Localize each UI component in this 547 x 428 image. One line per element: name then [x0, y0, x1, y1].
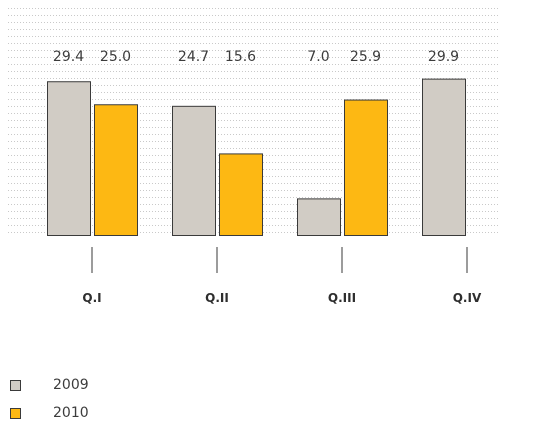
bar-2010-qii: [219, 153, 263, 236]
legend-swatch-2009: [10, 379, 21, 391]
legend: 2009 2010: [10, 372, 89, 428]
category-label-qi: Q.I: [82, 291, 101, 305]
legend-item-2009: 2009: [10, 372, 89, 398]
category-ticks: [91, 247, 468, 273]
value-labels: 29.4 25.0 24.7 15.6 7.0 25.9 29.9: [53, 49, 459, 65]
bar-2010-qi: [94, 104, 138, 236]
value-label-2009-qii: 24.7: [178, 49, 209, 65]
value-label-2009-qi: 29.4: [53, 49, 84, 65]
value-label-2009-qiv: 29.9: [428, 49, 459, 65]
bar-2009-qii: [172, 105, 216, 236]
value-label-2010-qii: 15.6: [225, 49, 256, 65]
bar-2009-qi: [47, 81, 91, 236]
bar-2009-qiv: [422, 78, 466, 236]
bar-2010-qiii: [344, 99, 388, 236]
value-label-2010-qi: 25.0: [100, 49, 131, 65]
category-label-qiii: Q.III: [328, 291, 356, 305]
legend-label-2010: 2010: [53, 405, 89, 421]
legend-swatch-2010: [10, 407, 21, 419]
bars: [47, 78, 466, 236]
value-label-2009-qiii: 7.0: [307, 49, 329, 65]
legend-label-2009: 2009: [53, 377, 89, 393]
value-label-2010-qiii: 25.9: [350, 49, 381, 65]
category-label-qiv: Q.IV: [453, 291, 482, 305]
legend-item-2010: 2010: [10, 400, 89, 426]
category-labels: Q.I Q.II Q.III Q.IV: [82, 291, 482, 305]
bar-2009-qiii: [297, 198, 341, 236]
category-label-qii: Q.II: [205, 291, 229, 305]
